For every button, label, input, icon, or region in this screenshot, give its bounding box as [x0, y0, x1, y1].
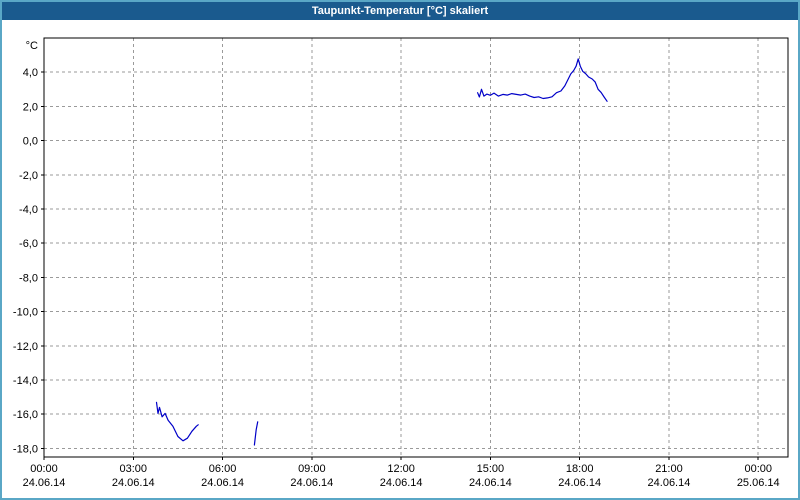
- x-axis-time-label: 00:00: [744, 463, 772, 475]
- series-line-dewpoint-evening-segment: [477, 58, 608, 102]
- chart-title-bar: Taupunkt-Temperatur [°C] skaliert: [2, 2, 798, 20]
- y-axis-tick-label: -14,0: [13, 375, 38, 387]
- x-axis-date-label: 24.06.14: [558, 477, 601, 489]
- x-axis-time-label: 15:00: [477, 463, 505, 475]
- series-line-dewpoint-morning-segment: [155, 401, 199, 442]
- x-axis-date-label: 24.06.14: [380, 477, 423, 489]
- y-axis-tick-label: -2,0: [19, 170, 38, 182]
- series-line-dewpoint-short-segment: [253, 421, 259, 446]
- x-axis-time-label: 09:00: [298, 463, 326, 475]
- y-axis-tick-label: 4,0: [23, 67, 38, 79]
- x-axis-date-label: 24.06.14: [23, 477, 66, 489]
- x-axis-time-label: 03:00: [120, 463, 148, 475]
- y-axis-tick-label: -8,0: [19, 272, 38, 284]
- y-axis-unit-label: °C: [26, 40, 38, 52]
- y-axis-tick-label: -6,0: [19, 238, 38, 250]
- x-axis-time-label: 06:00: [209, 463, 237, 475]
- x-axis-time-label: 21:00: [655, 463, 683, 475]
- x-axis-date-label: 24.06.14: [648, 477, 691, 489]
- y-axis-tick-label: -12,0: [13, 341, 38, 353]
- chart-svg: °C 4,0 2,0 0,0 -2,0 -4,0 -6,0 -8,0 -10,0 -12,0 -14…: [13, 37, 789, 489]
- y-axis-tick-label: -4,0: [19, 204, 38, 216]
- y-axis-tick-label: -18,0: [13, 443, 38, 455]
- plot-border: [43, 37, 789, 458]
- y-axis-tick-label: -16,0: [13, 409, 38, 421]
- y-axis-tick-label: 0,0: [23, 136, 38, 148]
- x-axis-date-label: 24.06.14: [469, 477, 512, 489]
- y-axis-tick-label: -10,0: [13, 307, 38, 319]
- x-axis-date-label: 24.06.14: [112, 477, 155, 489]
- x-axis-time-label: 18:00: [566, 463, 594, 475]
- x-axis-time-label: 12:00: [387, 463, 415, 475]
- x-axis-date-label: 24.06.14: [201, 477, 244, 489]
- x-axis-date-label: 25.06.14: [737, 477, 780, 489]
- x-axis-date-label: 24.06.14: [290, 477, 333, 489]
- chart-title: Taupunkt-Temperatur [°C] skaliert: [311, 5, 489, 17]
- x-axis-time-label: 00:00: [30, 463, 58, 475]
- y-axis-tick-label: 2,0: [23, 101, 38, 113]
